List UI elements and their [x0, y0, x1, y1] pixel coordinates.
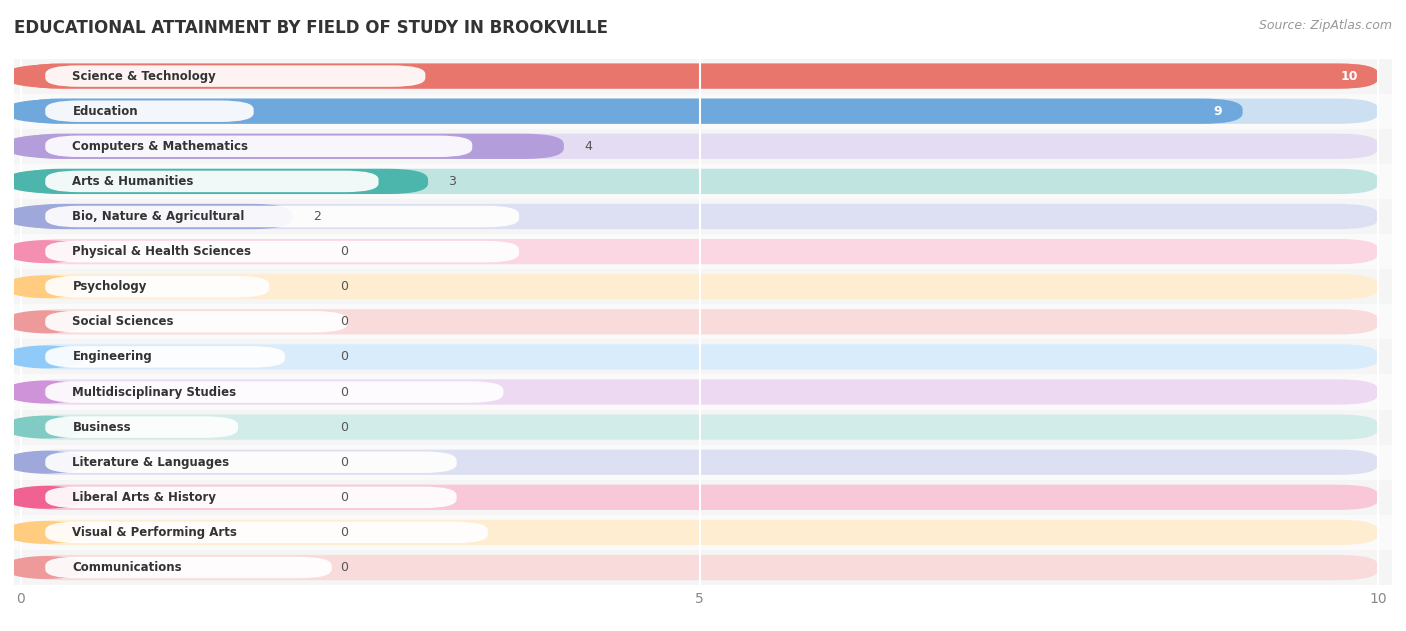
FancyBboxPatch shape	[21, 204, 292, 229]
Bar	[14, 164, 1392, 199]
Text: 0: 0	[340, 386, 347, 399]
FancyBboxPatch shape	[45, 381, 503, 403]
Circle shape	[4, 100, 87, 122]
Circle shape	[4, 206, 87, 227]
FancyBboxPatch shape	[21, 204, 1378, 229]
FancyBboxPatch shape	[21, 415, 1378, 440]
Text: Liberal Arts & History: Liberal Arts & History	[73, 491, 217, 504]
Text: EDUCATIONAL ATTAINMENT BY FIELD OF STUDY IN BROOKVILLE: EDUCATIONAL ATTAINMENT BY FIELD OF STUDY…	[14, 19, 607, 37]
Circle shape	[4, 557, 87, 578]
FancyBboxPatch shape	[45, 276, 270, 297]
Text: Literature & Languages: Literature & Languages	[73, 456, 229, 469]
Text: 0: 0	[340, 456, 347, 469]
FancyBboxPatch shape	[21, 134, 564, 159]
Bar	[14, 445, 1392, 480]
Text: Psychology: Psychology	[73, 280, 146, 293]
FancyBboxPatch shape	[45, 416, 238, 438]
Bar	[14, 550, 1392, 585]
Bar	[14, 304, 1392, 339]
FancyBboxPatch shape	[21, 485, 1378, 510]
Text: 0: 0	[340, 421, 347, 433]
Text: Bio, Nature & Agricultural: Bio, Nature & Agricultural	[73, 210, 245, 223]
FancyBboxPatch shape	[21, 239, 1378, 264]
Text: Computers & Mathematics: Computers & Mathematics	[73, 140, 249, 153]
FancyBboxPatch shape	[21, 98, 1378, 124]
Text: Physical & Health Sciences: Physical & Health Sciences	[73, 245, 252, 258]
Text: Multidisciplinary Studies: Multidisciplinary Studies	[73, 386, 236, 399]
Text: 10: 10	[1340, 69, 1358, 83]
FancyBboxPatch shape	[21, 449, 1378, 475]
Bar	[14, 339, 1392, 374]
FancyBboxPatch shape	[45, 241, 519, 262]
Text: 0: 0	[340, 280, 347, 293]
Circle shape	[4, 416, 87, 438]
Text: 2: 2	[312, 210, 321, 223]
Bar	[14, 480, 1392, 515]
FancyBboxPatch shape	[45, 100, 253, 122]
FancyBboxPatch shape	[21, 520, 1378, 545]
Text: 4: 4	[585, 140, 592, 153]
FancyBboxPatch shape	[45, 170, 378, 192]
Text: Engineering: Engineering	[73, 350, 152, 363]
Bar	[14, 269, 1392, 304]
Text: 0: 0	[340, 245, 347, 258]
Text: 0: 0	[340, 491, 347, 504]
FancyBboxPatch shape	[21, 64, 1378, 89]
FancyBboxPatch shape	[45, 557, 332, 578]
Text: Communications: Communications	[73, 561, 181, 574]
Text: 9: 9	[1213, 105, 1222, 118]
Circle shape	[4, 170, 87, 192]
FancyBboxPatch shape	[21, 274, 1378, 299]
Bar	[14, 410, 1392, 445]
FancyBboxPatch shape	[45, 487, 457, 508]
FancyBboxPatch shape	[45, 311, 347, 333]
Text: Social Sciences: Social Sciences	[73, 316, 174, 328]
Bar	[14, 59, 1392, 93]
Text: 0: 0	[340, 316, 347, 328]
FancyBboxPatch shape	[21, 134, 1378, 159]
FancyBboxPatch shape	[45, 346, 285, 368]
Bar	[14, 199, 1392, 234]
FancyBboxPatch shape	[45, 451, 457, 473]
Text: 0: 0	[340, 526, 347, 539]
Text: Science & Technology: Science & Technology	[73, 69, 217, 83]
Bar	[14, 234, 1392, 269]
Bar	[14, 93, 1392, 129]
Text: Visual & Performing Arts: Visual & Performing Arts	[73, 526, 238, 539]
Circle shape	[4, 241, 87, 262]
Bar	[14, 129, 1392, 164]
FancyBboxPatch shape	[45, 136, 472, 157]
FancyBboxPatch shape	[21, 98, 1243, 124]
Text: Business: Business	[73, 421, 131, 433]
Text: 0: 0	[340, 350, 347, 363]
FancyBboxPatch shape	[21, 555, 1378, 580]
FancyBboxPatch shape	[21, 309, 1378, 334]
Circle shape	[4, 381, 87, 403]
FancyBboxPatch shape	[21, 168, 427, 194]
Text: Arts & Humanities: Arts & Humanities	[73, 175, 194, 188]
FancyBboxPatch shape	[21, 64, 1378, 89]
Circle shape	[4, 346, 87, 368]
Circle shape	[4, 522, 87, 543]
Circle shape	[4, 66, 87, 87]
Text: 3: 3	[449, 175, 457, 188]
Bar	[14, 515, 1392, 550]
FancyBboxPatch shape	[45, 206, 519, 227]
Circle shape	[4, 487, 87, 508]
FancyBboxPatch shape	[21, 379, 1378, 404]
Text: 0: 0	[340, 561, 347, 574]
Text: Source: ZipAtlas.com: Source: ZipAtlas.com	[1258, 19, 1392, 32]
Text: Education: Education	[73, 105, 138, 118]
FancyBboxPatch shape	[45, 522, 488, 543]
Circle shape	[4, 451, 87, 473]
Circle shape	[4, 276, 87, 297]
FancyBboxPatch shape	[21, 345, 1378, 370]
Circle shape	[4, 136, 87, 157]
FancyBboxPatch shape	[45, 66, 426, 87]
Circle shape	[4, 311, 87, 333]
FancyBboxPatch shape	[21, 168, 1378, 194]
Bar	[14, 374, 1392, 410]
